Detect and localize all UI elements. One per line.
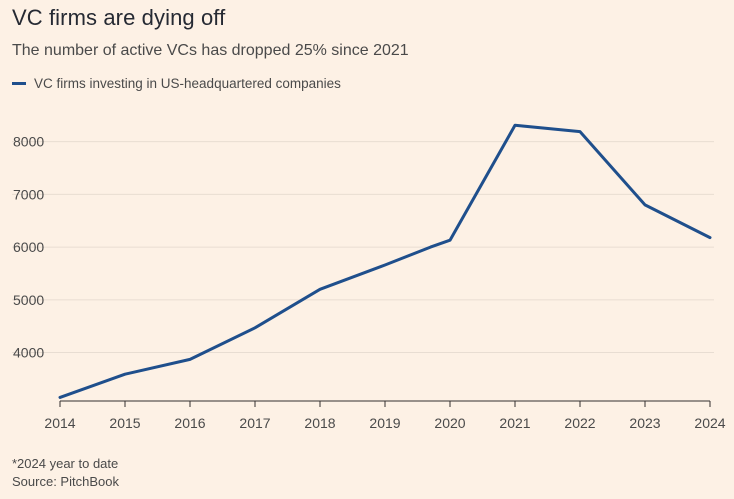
x-tick-label: 2019 — [369, 415, 400, 431]
x-tick-label: 2015 — [109, 415, 140, 431]
y-tick-label: 6000 — [13, 239, 44, 255]
x-tick-label: 2017 — [239, 415, 270, 431]
x-tick-label: 2023 — [629, 415, 660, 431]
legend-line-swatch — [12, 82, 26, 85]
y-tick-label: 8000 — [13, 134, 44, 150]
source-note: Source: PitchBook — [12, 474, 119, 489]
x-tick-label: 2016 — [174, 415, 205, 431]
y-tick-label: 7000 — [13, 186, 44, 202]
chart-subtitle: The number of active VCs has dropped 25%… — [12, 42, 409, 59]
x-tick-label: 2020 — [434, 415, 465, 431]
footnote: *2024 year to date — [12, 456, 119, 471]
x-tick-label: 2021 — [499, 415, 530, 431]
gridlines — [12, 141, 714, 354]
y-tick-label: 5000 — [13, 292, 44, 308]
y-tick-label: 4000 — [13, 345, 44, 361]
x-tick-label: 2024 — [694, 415, 725, 431]
series-line — [58, 123, 712, 399]
legend: VC firms investing in US-headquartered c… — [12, 76, 341, 91]
x-axis — [59, 400, 711, 407]
y-axis: 4000 5000 6000 7000 8000 — [13, 134, 44, 361]
x-tick-labels: 2014 2015 2016 2017 2018 2019 2020 2021 2022 2023… — [44, 415, 725, 431]
x-tick-label: 2014 — [44, 415, 75, 431]
legend-label: VC firms investing in US-headquartered c… — [34, 76, 341, 91]
chart-title: VC firms are dying off — [12, 5, 226, 30]
x-tick-label: 2022 — [564, 415, 595, 431]
x-tick-label: 2018 — [304, 415, 335, 431]
series-group — [58, 123, 712, 399]
